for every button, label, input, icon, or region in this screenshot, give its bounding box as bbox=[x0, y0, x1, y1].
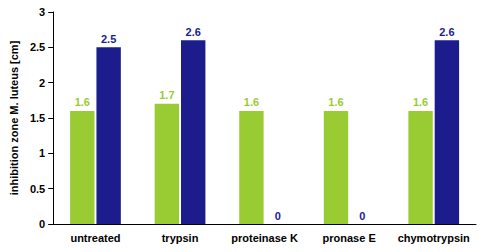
svg-text:untreated: untreated bbox=[70, 232, 120, 244]
svg-text:chymotrypsin: chymotrypsin bbox=[398, 232, 470, 244]
svg-text:0: 0 bbox=[359, 210, 365, 222]
svg-text:0: 0 bbox=[275, 210, 281, 222]
svg-text:2.5: 2.5 bbox=[101, 33, 116, 45]
svg-text:2: 2 bbox=[39, 77, 45, 89]
svg-text:inhibition zone M. luteus [cm]: inhibition zone M. luteus [cm] bbox=[8, 40, 20, 195]
svg-text:1.5: 1.5 bbox=[30, 112, 45, 124]
svg-text:2.5: 2.5 bbox=[30, 41, 45, 53]
svg-text:2.6: 2.6 bbox=[186, 26, 201, 38]
svg-text:0: 0 bbox=[39, 218, 45, 230]
svg-text:1.7: 1.7 bbox=[159, 89, 174, 101]
svg-text:1.6: 1.6 bbox=[244, 96, 259, 108]
svg-text:trypsin: trypsin bbox=[162, 232, 199, 244]
svg-text:2.6: 2.6 bbox=[439, 26, 454, 38]
svg-text:1.6: 1.6 bbox=[328, 96, 343, 108]
svg-text:1: 1 bbox=[39, 147, 45, 159]
svg-text:3: 3 bbox=[39, 6, 45, 18]
svg-text:1.6: 1.6 bbox=[75, 96, 90, 108]
svg-text:pronase E: pronase E bbox=[323, 232, 376, 244]
svg-text:0.5: 0.5 bbox=[30, 183, 45, 195]
svg-text:proteinase K: proteinase K bbox=[231, 232, 298, 244]
svg-text:1.6: 1.6 bbox=[413, 96, 428, 108]
